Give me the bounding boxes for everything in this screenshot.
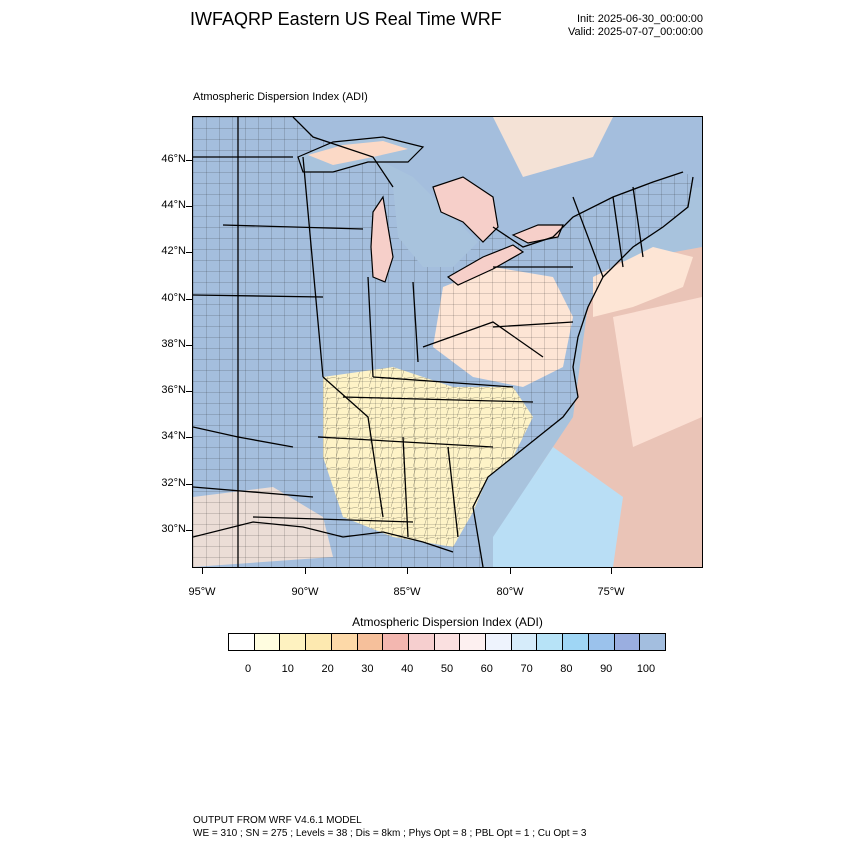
lon-tick	[611, 568, 612, 574]
colorbar-swatch	[383, 634, 409, 650]
colorbar-swatch	[254, 634, 281, 650]
lon-label-85w: 85°W	[393, 586, 421, 598]
colorbar-tick-label: 20	[321, 663, 334, 675]
lake-michigan	[370, 195, 394, 283]
lat-tick	[186, 484, 192, 485]
canada-warm-patch	[493, 117, 613, 177]
lat-label-36n: 36°N	[161, 384, 186, 396]
lat-label-42n: 42°N	[161, 245, 186, 257]
canada-border	[292, 117, 684, 248]
colorbar-swatch	[280, 634, 307, 650]
colorbar-swatch	[588, 634, 615, 650]
adi-map	[193, 117, 702, 567]
map-title: IWFAQRP Eastern US Real Time WRF	[190, 9, 502, 29]
lat-label-44n: 44°N	[161, 199, 186, 211]
lon-tick	[407, 568, 408, 574]
colorbar-swatch	[331, 634, 358, 650]
lon-label-80w: 80°W	[496, 586, 524, 598]
lat-tick	[186, 299, 192, 300]
lon-label-90w: 90°W	[291, 586, 319, 598]
colorbar-swatch	[640, 634, 665, 650]
gulf-coastline	[193, 521, 454, 553]
colorbar-tick-label: 50	[440, 663, 454, 675]
lat-tick	[186, 391, 192, 392]
colorbar-tick-label: 10	[281, 663, 294, 675]
lake-erie	[446, 244, 525, 286]
lat-label-38n: 38°N	[161, 338, 186, 350]
lat-tick	[186, 252, 192, 253]
lake-superior-plume	[308, 141, 408, 165]
colorbar-swatch	[460, 634, 487, 650]
map-subtitle: Atmospheric Dispersion Index (ADI)	[193, 91, 368, 103]
lon-tick	[202, 568, 203, 574]
init-time-label: Init: 2025-06-30_00:00:00	[577, 13, 703, 25]
colorbar-swatch	[511, 634, 538, 650]
colorbar-swatch	[306, 634, 332, 650]
colorbar-tick-label: 0	[244, 663, 252, 675]
colorbar-tick-label: 60	[480, 663, 493, 675]
colorbar	[228, 633, 666, 651]
colorbar-title: Atmospheric Dispersion Index (ADI)	[352, 615, 543, 629]
lat-label-32n: 32°N	[161, 477, 186, 489]
model-info-line: OUTPUT FROM WRF V4.6.1 MODEL	[193, 815, 362, 826]
lat-label-30n: 30°N	[161, 523, 186, 535]
colorbar-tick-label: 40	[401, 663, 414, 675]
atlantic-blue	[493, 447, 623, 567]
lon-label-75w: 75°W	[597, 586, 625, 598]
lat-label-34n: 34°N	[161, 430, 186, 442]
colorbar-tick-label: 100	[636, 663, 656, 675]
colorbar-tick-label: 80	[560, 663, 573, 675]
colorbar-swatch	[408, 634, 435, 650]
lon-tick	[510, 568, 511, 574]
model-config-line: WE = 310 ; SN = 275 ; Levels = 38 ; Dis …	[193, 828, 587, 839]
lat-tick	[186, 160, 192, 161]
colorbar-swatch	[229, 634, 255, 650]
colorbar-swatch	[563, 634, 589, 650]
atlantic-plume-light	[613, 297, 702, 447]
colorbar-swatch	[537, 634, 564, 650]
colorbar-swatch	[486, 634, 512, 650]
atlantic-coastline	[472, 176, 694, 567]
lat-tick	[186, 206, 192, 207]
colorbar-swatch	[434, 634, 461, 650]
lat-tick	[186, 437, 192, 438]
colorbar-swatch	[357, 634, 384, 650]
lat-label-46n: 46°N	[161, 153, 186, 165]
lake-huron	[432, 176, 499, 243]
state-boundaries	[193, 117, 644, 567]
colorbar-tick-label: 30	[361, 663, 374, 675]
map-panel	[192, 116, 703, 568]
lat-tick	[186, 530, 192, 531]
lon-label-95w: 95°W	[188, 586, 216, 598]
colorbar-tick-label: 90	[600, 663, 613, 675]
colorbar-tick-label: 70	[520, 663, 533, 675]
lat-tick	[186, 345, 192, 346]
colorbar-swatch	[614, 634, 641, 650]
county-boundaries	[193, 117, 693, 567]
lon-tick	[305, 568, 306, 574]
valid-time-label: Valid: 2025-07-07_00:00:00	[568, 26, 703, 38]
northeast-warm-area	[593, 247, 693, 317]
lat-label-40n: 40°N	[161, 292, 186, 304]
